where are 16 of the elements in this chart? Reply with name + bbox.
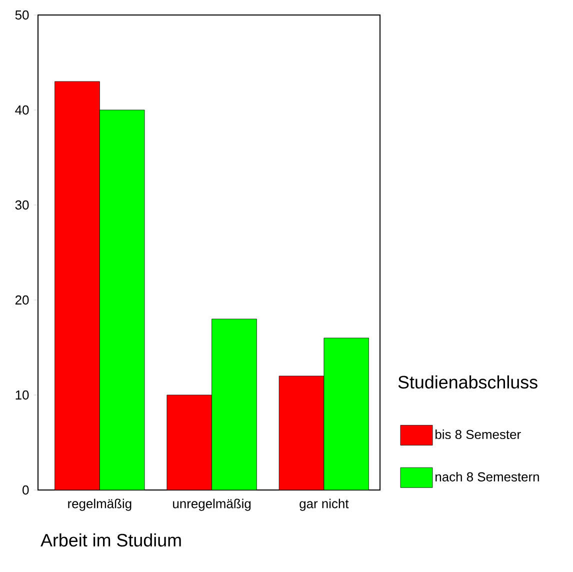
bar — [166, 394, 212, 490]
legend-title: Studienabschluss — [398, 375, 538, 389]
bar — [278, 376, 324, 490]
y-tick-label: 20 — [15, 295, 29, 305]
bar — [54, 81, 100, 490]
y-tick-label: 40 — [15, 105, 29, 115]
x-tick-label: gar nicht — [300, 498, 349, 511]
legend-label: nach 8 Semestern — [436, 472, 539, 482]
y-tick-label: 30 — [15, 200, 29, 210]
y-tick-label: 10 — [16, 390, 29, 400]
y-tick-label: 50 — [15, 10, 29, 20]
legend-label: bis 8 Semester — [436, 430, 521, 440]
x-tick-label: unregelmäßig — [173, 498, 251, 511]
x-axis-title: Arbeit im Studium — [40, 533, 181, 547]
y-tick-label: 0 — [22, 485, 29, 495]
x-tick-label: regelmäßig — [68, 498, 132, 511]
